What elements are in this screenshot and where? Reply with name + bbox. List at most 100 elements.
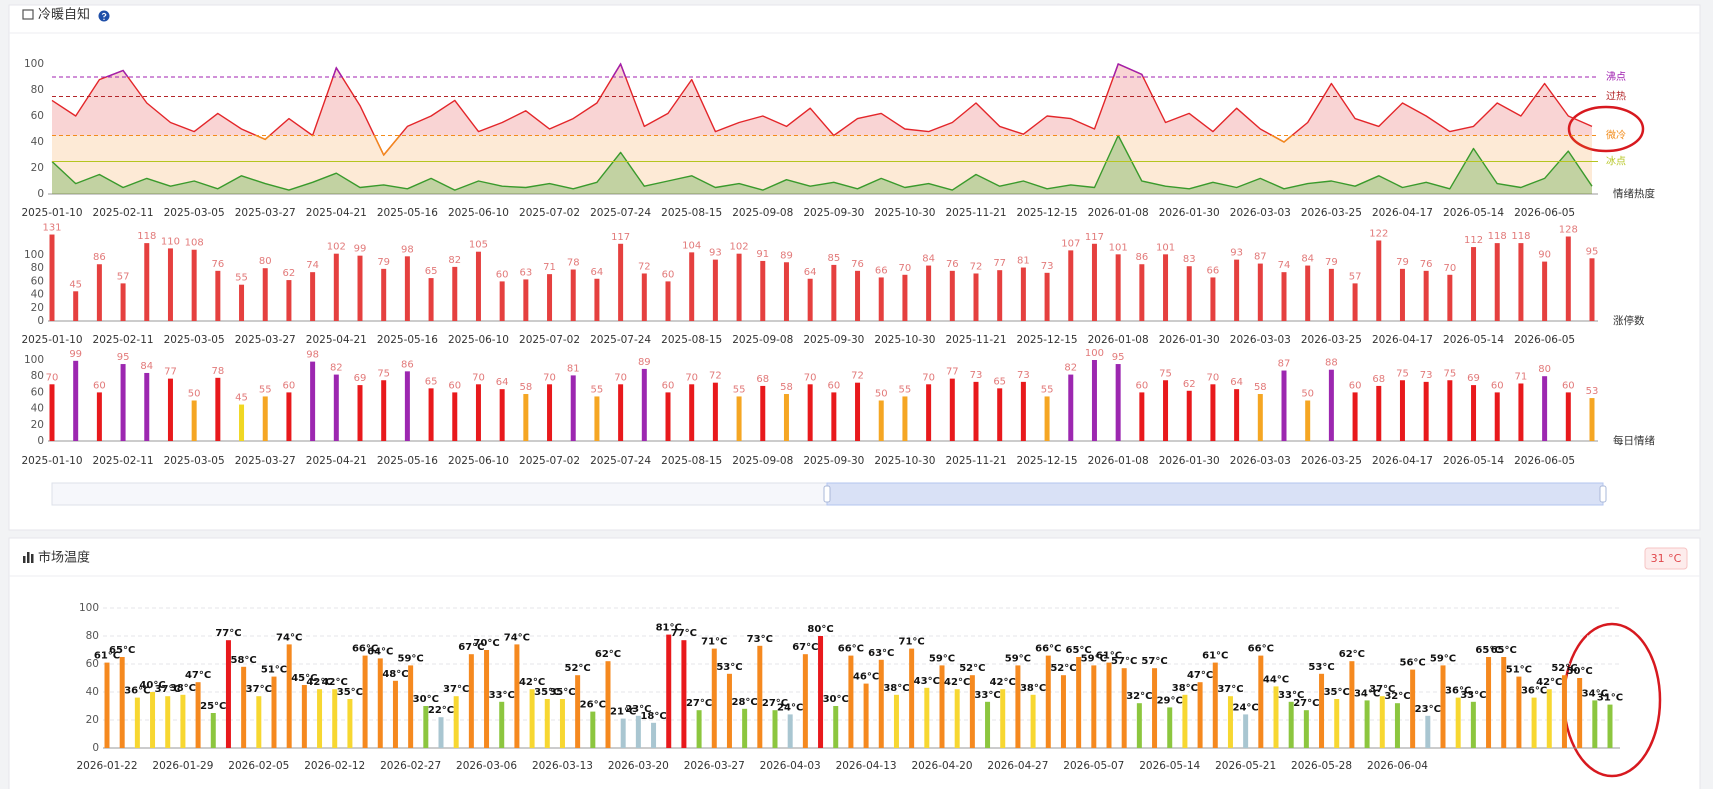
data-label: 72 [851, 371, 864, 382]
bar [475, 384, 481, 441]
bar [310, 272, 316, 321]
data-label: 38°C [1172, 683, 1198, 694]
bar [1410, 669, 1416, 748]
data-label: 73 [970, 370, 983, 381]
bar [969, 675, 975, 748]
bar [594, 396, 600, 441]
bar [1589, 398, 1595, 441]
data-label: 55 [235, 273, 248, 284]
x-tick-label: 2026-01-08 [1088, 334, 1149, 346]
data-label: 117 [1085, 232, 1104, 243]
bar [1288, 701, 1294, 748]
data-label: 22°C [428, 705, 454, 716]
data-label: 67°C [458, 642, 484, 653]
bar [1501, 657, 1507, 748]
bar [1589, 258, 1595, 321]
zoom-handle[interactable] [823, 485, 831, 503]
data-label: 64°C [367, 646, 393, 657]
data-label: 58 [1254, 382, 1267, 393]
x-tick-label: 2025-07-02 [519, 455, 580, 467]
data-label: 95 [1112, 352, 1125, 363]
data-label: 72 [970, 261, 983, 272]
data-label: 52°C [1551, 663, 1577, 674]
data-label: 87 [1278, 359, 1291, 370]
bar [215, 377, 221, 441]
bar [1167, 707, 1173, 748]
data-label: 71°C [899, 637, 925, 648]
bar [949, 270, 955, 321]
bar [262, 268, 268, 321]
data-label: 33°C [1460, 690, 1486, 701]
data-label: 66 [875, 265, 888, 276]
bar [620, 718, 626, 748]
bar [514, 644, 520, 748]
x-tick-label: 2025-11-21 [945, 207, 1006, 219]
bar [1592, 700, 1598, 748]
zoom-handle[interactable] [1599, 485, 1607, 503]
bar [119, 657, 125, 748]
bar [1281, 370, 1287, 441]
bar [926, 265, 932, 321]
x-tick-label: 2025-03-27 [235, 207, 296, 219]
bar [783, 262, 789, 321]
data-label: 74°C [276, 632, 302, 643]
data-label: 59°C [1081, 653, 1107, 664]
y-tick-label: 100 [24, 354, 44, 366]
data-label: 66°C [1035, 644, 1061, 655]
zoom-window[interactable] [826, 482, 1604, 506]
data-label: 60 [662, 269, 675, 280]
data-label: 18°C [640, 711, 666, 722]
bar [1423, 381, 1429, 441]
y-tick-label: 100 [24, 249, 44, 261]
area [52, 135, 1592, 194]
data-label: 75 [1396, 368, 1409, 379]
data-label: 91 [756, 249, 769, 260]
data-label: 66°C [1248, 644, 1274, 655]
x-tick-label: 2026-03-27 [684, 760, 745, 772]
bar [73, 291, 79, 321]
data-label: 84 [140, 361, 153, 372]
data-label: 50°C [1567, 666, 1593, 677]
bar [1376, 240, 1382, 321]
data-label: 50 [188, 389, 201, 400]
data-label: 59°C [929, 653, 955, 664]
data-label: 89 [638, 357, 651, 368]
bar [392, 680, 398, 748]
bar [452, 392, 458, 441]
data-label: 36°C [1445, 686, 1471, 697]
line [51, 63, 1593, 156]
bar [1542, 376, 1548, 441]
data-label: 83 [1183, 254, 1196, 265]
data-label: 84 [1301, 254, 1314, 265]
bar [818, 636, 824, 748]
y-tick-label: 40 [31, 403, 44, 415]
data-label: 77 [993, 258, 1006, 269]
x-tick-label: 2026-05-14 [1443, 455, 1504, 467]
data-label: 58 [780, 382, 793, 393]
data-label: 128 [1559, 225, 1578, 236]
bar [594, 278, 600, 321]
bar [1060, 675, 1066, 748]
bar [529, 689, 535, 748]
bar [1163, 254, 1169, 321]
x-tick-label: 2026-03-03 [1230, 455, 1291, 467]
data-label: 32°C [1384, 691, 1410, 702]
data-label: 56°C [1400, 658, 1426, 669]
bar [1227, 696, 1233, 748]
data-label: 104 [682, 240, 701, 251]
data-label: 78 [567, 258, 580, 269]
data-label: 66°C [352, 644, 378, 655]
bar [404, 256, 410, 321]
bar [833, 706, 839, 748]
data-label: 35°C [337, 687, 363, 698]
data-label: 46°C [853, 672, 879, 683]
bar [1115, 364, 1121, 441]
data-label: 70 [543, 372, 556, 383]
data-label: 42°C [519, 677, 545, 688]
panel-icon [31, 554, 34, 563]
bar [428, 278, 434, 321]
bar [909, 648, 915, 748]
data-label: 71 [1515, 371, 1528, 382]
data-label: 64 [496, 377, 509, 388]
y-tick-label: 40 [31, 136, 44, 148]
